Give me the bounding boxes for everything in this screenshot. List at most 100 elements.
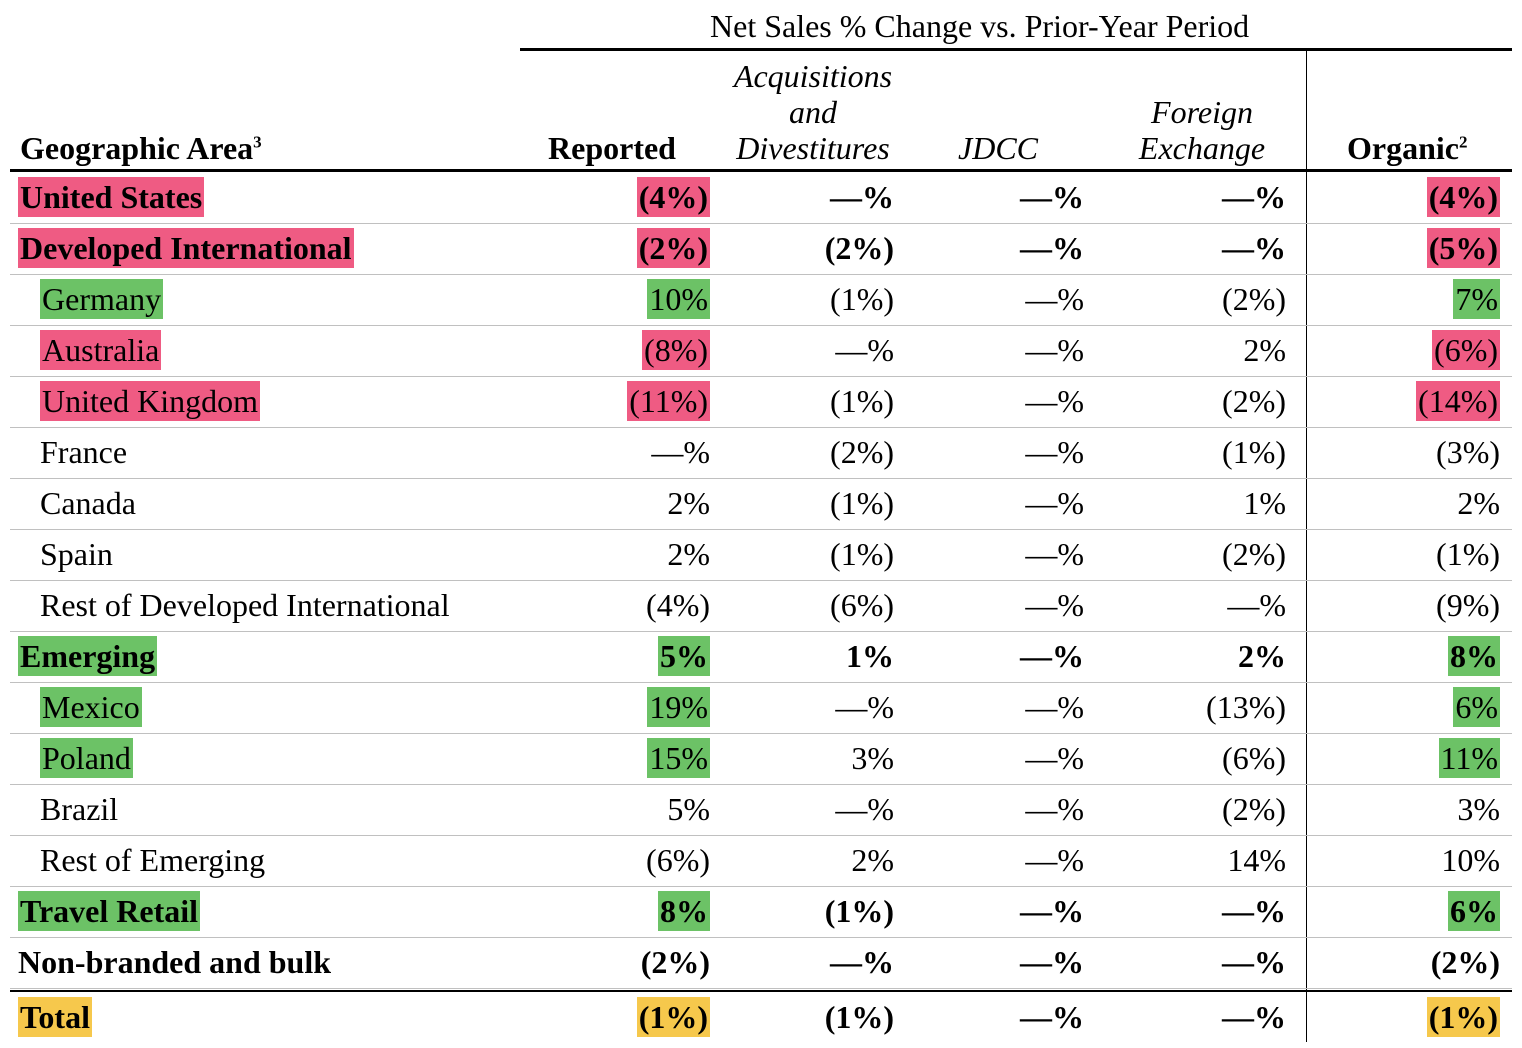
row-label: Total	[18, 997, 92, 1037]
header-geographic-area: Geographic Area3	[20, 130, 262, 166]
cell-foreign-exchange: —%	[1222, 893, 1286, 929]
cell-acquisitions: (2%)	[830, 434, 894, 470]
row-label: United States	[18, 177, 205, 217]
cell-acquisitions: (1%)	[830, 536, 894, 572]
cell-organic: (1%)	[1436, 536, 1500, 572]
cell-jdcc: —%	[1025, 740, 1084, 776]
cell-jdcc: —%	[1025, 383, 1084, 419]
row-label: Canada	[40, 485, 136, 521]
cell-reported: (11%)	[627, 381, 710, 421]
cell-jdcc: —%	[1025, 332, 1084, 368]
row-label: Travel Retail	[18, 891, 201, 931]
cell-foreign-exchange: 2%	[1243, 332, 1286, 368]
row-label: Germany	[40, 279, 164, 319]
row-label: Spain	[40, 536, 113, 572]
organic-divider-header	[1306, 50, 1307, 171]
header-rule	[10, 169, 1512, 172]
cell-foreign-exchange: —%	[1222, 944, 1286, 980]
cell-reported: (6%)	[646, 842, 710, 878]
cell-organic: 3%	[1457, 791, 1500, 827]
table-row: Mexico 19% —% —% (13%) 6%	[10, 682, 1512, 734]
cell-acquisitions: —%	[835, 332, 894, 368]
table-row: United States (4%) —% —% —% (4%)	[10, 172, 1512, 224]
cell-reported: 5%	[658, 636, 710, 676]
cell-organic: (4%)	[1426, 177, 1500, 217]
cell-foreign-exchange: (13%)	[1206, 689, 1286, 725]
row-label: France	[40, 434, 128, 470]
table-row: Germany 10% (1%) —% (2%) 7%	[10, 274, 1512, 326]
cell-jdcc: —%	[1020, 944, 1084, 980]
table-row: Brazil 5% —% —% (2%) 3%	[10, 784, 1512, 836]
cell-organic: 8%	[1448, 636, 1500, 676]
table-row: United Kingdom (11%) (1%) —% (2%) (14%)	[10, 376, 1512, 428]
cell-acquisitions: (1%)	[830, 485, 894, 521]
cell-foreign-exchange: (6%)	[1222, 740, 1286, 776]
cell-jdcc: —%	[1020, 179, 1084, 215]
cell-jdcc: —%	[1025, 536, 1084, 572]
row-label: Brazil	[40, 791, 119, 827]
cell-jdcc: —%	[1025, 587, 1084, 623]
cell-reported: 19%	[647, 687, 710, 727]
row-label: Developed International	[18, 228, 354, 268]
cell-jdcc: —%	[1020, 638, 1084, 674]
table-row: Travel Retail 8% (1%) —% —% 6%	[10, 886, 1512, 938]
cell-reported: (2%)	[640, 944, 710, 980]
cell-jdcc: —%	[1020, 893, 1084, 929]
cell-foreign-exchange: —%	[1227, 587, 1286, 623]
super-title-rule	[520, 48, 1512, 51]
cell-reported: —%	[651, 434, 710, 470]
cell-foreign-exchange: (2%)	[1222, 281, 1286, 317]
row-label: Australia	[40, 330, 162, 370]
cell-reported: 5%	[667, 791, 710, 827]
cell-organic: (1%)	[1426, 997, 1500, 1037]
cell-foreign-exchange: (2%)	[1222, 383, 1286, 419]
cell-foreign-exchange: 1%	[1243, 485, 1286, 521]
cell-foreign-exchange: (2%)	[1222, 536, 1286, 572]
table-row-total: Total (1%) (1%) —% —% (1%)	[10, 990, 1512, 1043]
table-row: Emerging 5% 1% —% 2% 8%	[10, 631, 1512, 683]
cell-acquisitions: —%	[830, 179, 894, 215]
cell-acquisitions: (1%)	[830, 281, 894, 317]
cell-organic: (9%)	[1436, 587, 1500, 623]
header-foreign-exchange: Foreign Exchange	[1138, 94, 1266, 166]
cell-jdcc: —%	[1025, 434, 1084, 470]
cell-organic: (5%)	[1426, 228, 1500, 268]
cell-reported: 15%	[647, 738, 710, 778]
cell-jdcc: —%	[1025, 485, 1084, 521]
cell-acquisitions: 2%	[851, 842, 894, 878]
cell-foreign-exchange: (1%)	[1222, 434, 1286, 470]
row-label: Emerging	[18, 636, 158, 676]
cell-reported: (4%)	[646, 587, 710, 623]
table-row: Poland 15% 3% —% (6%) 11%	[10, 733, 1512, 785]
cell-organic: 6%	[1453, 687, 1500, 727]
cell-jdcc: —%	[1025, 689, 1084, 725]
cell-reported: 8%	[658, 891, 710, 931]
cell-jdcc: —%	[1025, 842, 1084, 878]
cell-acquisitions: (1%)	[824, 999, 894, 1035]
cell-organic: (3%)	[1436, 434, 1500, 470]
cell-jdcc: —%	[1025, 791, 1084, 827]
row-label: Mexico	[40, 687, 142, 727]
table-row: Rest of Developed International (4%) (6%…	[10, 580, 1512, 632]
cell-acquisitions: —%	[835, 791, 894, 827]
cell-acquisitions: —%	[835, 689, 894, 725]
row-label: United Kingdom	[40, 381, 260, 421]
cell-foreign-exchange: 2%	[1238, 638, 1286, 674]
cell-jdcc: —%	[1020, 230, 1084, 266]
cell-organic: 11%	[1438, 738, 1500, 778]
row-label: Rest of Developed International	[40, 587, 450, 623]
cell-foreign-exchange: —%	[1222, 999, 1286, 1035]
cell-acquisitions: 3%	[851, 740, 894, 776]
cell-acquisitions: (6%)	[830, 587, 894, 623]
header-acquisitions-divestitures: Acquisitions and Divestitures	[733, 58, 893, 166]
table-row: Canada 2% (1%) —% 1% 2%	[10, 478, 1512, 530]
table-row: France —% (2%) —% (1%) (3%)	[10, 427, 1512, 479]
header-reported: Reported	[548, 130, 676, 166]
cell-acquisitions: 1%	[846, 638, 894, 674]
header-organic: Organic2	[1347, 130, 1468, 166]
header-jdcc: JDCC	[958, 130, 1038, 166]
cell-organic: 2%	[1457, 485, 1500, 521]
cell-organic: (14%)	[1416, 381, 1500, 421]
table-row: Non-branded and bulk (2%) —% —% —% (2%)	[10, 937, 1512, 989]
cell-reported: (4%)	[636, 177, 710, 217]
